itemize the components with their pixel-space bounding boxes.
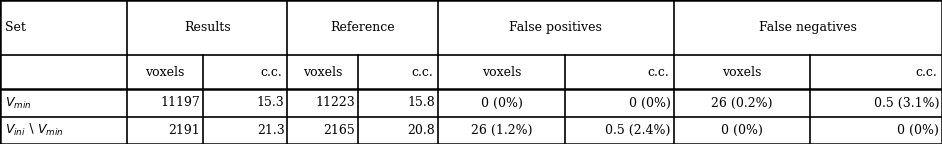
Text: 0.5 (2.4%): 0.5 (2.4%) xyxy=(606,124,671,137)
Text: $V_{min}$: $V_{min}$ xyxy=(5,95,31,110)
Text: 0 (0%): 0 (0%) xyxy=(898,124,939,137)
Text: 2165: 2165 xyxy=(323,124,355,137)
Text: 26 (0.2%): 26 (0.2%) xyxy=(711,96,772,109)
Text: voxels: voxels xyxy=(145,66,185,78)
Text: 26 (1.2%): 26 (1.2%) xyxy=(471,124,532,137)
Text: 0 (0%): 0 (0%) xyxy=(480,96,523,109)
Text: Set: Set xyxy=(5,21,25,34)
Text: 0.5 (3.1%): 0.5 (3.1%) xyxy=(873,96,939,109)
Text: 11223: 11223 xyxy=(316,96,355,109)
Text: 11197: 11197 xyxy=(160,96,200,109)
Text: 0 (0%): 0 (0%) xyxy=(721,124,763,137)
Text: c.c.: c.c. xyxy=(916,66,937,78)
Text: 2191: 2191 xyxy=(168,124,200,137)
Text: 20.8: 20.8 xyxy=(408,124,435,137)
Text: Reference: Reference xyxy=(331,21,395,34)
Text: voxels: voxels xyxy=(482,66,521,78)
Text: 15.3: 15.3 xyxy=(257,96,284,109)
Text: 15.8: 15.8 xyxy=(408,96,435,109)
Text: False positives: False positives xyxy=(510,21,602,34)
Text: voxels: voxels xyxy=(303,66,342,78)
Text: c.c.: c.c. xyxy=(412,66,433,78)
Text: voxels: voxels xyxy=(723,66,761,78)
Text: False negatives: False negatives xyxy=(759,21,856,34)
Text: c.c.: c.c. xyxy=(261,66,283,78)
Text: 21.3: 21.3 xyxy=(257,124,284,137)
Text: 0 (0%): 0 (0%) xyxy=(629,96,671,109)
Text: $V_{ini} \setminus V_{min}$: $V_{ini} \setminus V_{min}$ xyxy=(5,122,63,138)
Text: c.c.: c.c. xyxy=(647,66,669,78)
Text: Results: Results xyxy=(184,21,231,34)
